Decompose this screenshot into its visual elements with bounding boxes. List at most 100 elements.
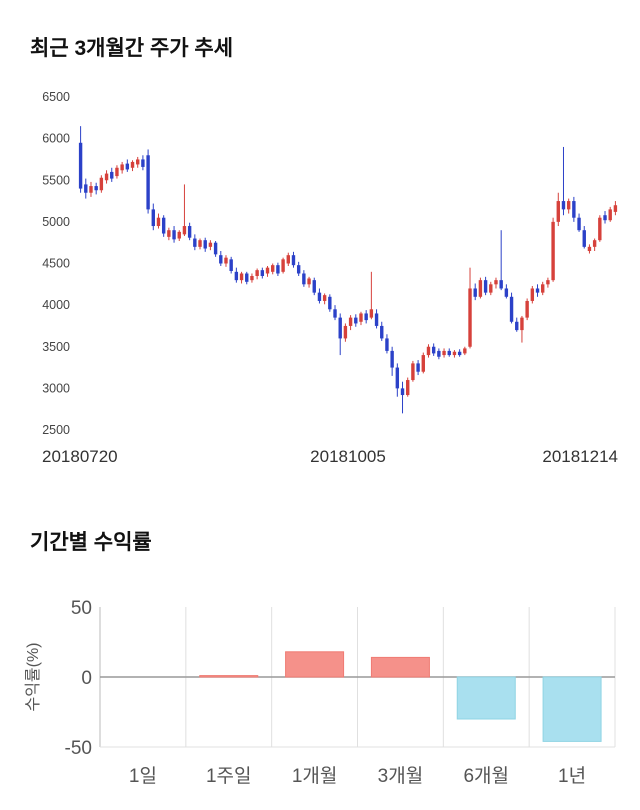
candle-body [442, 350, 446, 356]
candle-body [348, 317, 353, 326]
x-axis-tick-label: 20181214 [542, 447, 618, 466]
x-axis-category-label: 1일 [129, 765, 157, 787]
returns-chart-title: 기간별 수익률 [30, 531, 152, 554]
candle-body [333, 309, 337, 318]
bars [199, 651, 602, 742]
candle-body [156, 217, 161, 227]
candle-body [322, 295, 327, 301]
y-axis-tick-label: 50 [71, 598, 92, 619]
candle-body [395, 367, 400, 389]
candle-body [426, 346, 431, 356]
candle-body [307, 278, 311, 285]
candles [78, 126, 618, 414]
candle-body [255, 270, 259, 276]
candle-body [515, 321, 519, 331]
x-axis-category-label: 6개월 [463, 765, 509, 787]
y-axis-title: 수익률(%) [24, 642, 42, 711]
y-axis-tick-label: 3500 [42, 340, 70, 354]
candle-body [328, 296, 332, 310]
candle-body [566, 201, 571, 210]
y-axis-tick-label: 0 [81, 668, 92, 689]
candle-body [509, 296, 514, 322]
candle-body [271, 265, 275, 272]
candle-body [359, 313, 363, 322]
return-bar [199, 675, 259, 678]
candle-body [187, 226, 192, 238]
candle-body [219, 255, 223, 264]
candle-body [561, 201, 566, 210]
candle-body [198, 240, 202, 247]
candle-body [167, 230, 171, 237]
candle-body [239, 273, 244, 281]
candle-body [343, 325, 348, 339]
candle-body [146, 155, 150, 210]
x-axis-tick-label: 20180720 [42, 447, 118, 466]
y-axis-tick-label: 6000 [42, 132, 70, 146]
candle-body [478, 280, 483, 297]
candle-body [400, 388, 405, 396]
candle-body [302, 273, 306, 285]
candle-body [551, 221, 555, 281]
x-axis-category-label: 1개월 [292, 765, 338, 787]
candle-body [224, 257, 228, 264]
candle-body [374, 313, 379, 326]
candle-body [406, 380, 410, 396]
x-axis-category-label: 1주일 [206, 765, 252, 787]
candle-body [250, 275, 254, 281]
candle-body [613, 205, 618, 212]
price-candlestick-chart: 2500 3000 3500 4000 4500 5000 5500 6000 6500 2018… [42, 90, 618, 466]
candle-body [499, 280, 503, 289]
return-bar [542, 676, 602, 742]
candle-body [421, 355, 425, 372]
candle-body [582, 230, 586, 247]
y-axis-tick-label: 5500 [42, 173, 70, 187]
candle-body [572, 201, 576, 218]
y-axis-tick-label: 4000 [42, 298, 70, 312]
candle-body [473, 288, 477, 297]
returns-bar-chart: 50 0 -50 수익률(%) 1일 1주일 1개월 3개월 6개월 1년 [24, 598, 616, 787]
candle-body [457, 351, 462, 356]
candle-body [380, 325, 384, 339]
candle-body [468, 288, 472, 347]
candle-body [416, 363, 420, 372]
candle-body [437, 350, 441, 357]
candle-body [312, 280, 316, 293]
candle-body [556, 201, 560, 222]
candle-body [489, 284, 493, 293]
candle-body [104, 173, 109, 181]
return-bar [370, 656, 430, 678]
candle-body [110, 171, 114, 179]
candle-body [84, 184, 88, 193]
candle-body [94, 186, 98, 191]
candle-body [213, 242, 218, 255]
x-axis-category-label: 1년 [558, 765, 586, 787]
y-axis-tick-label: -50 [65, 738, 92, 759]
candle-body [141, 159, 145, 167]
candle-body [598, 217, 602, 241]
candle-body [447, 350, 451, 356]
candle-body [317, 292, 322, 301]
candle-body [136, 159, 140, 165]
candle-body [125, 163, 130, 170]
candle-body [463, 348, 467, 354]
price-chart-title: 최근 3개월간 주가 추세 [30, 37, 234, 60]
candle-body [260, 270, 265, 276]
y-axis-tick-label: 2500 [42, 423, 70, 437]
return-bar [285, 651, 345, 678]
candle-body [504, 288, 509, 297]
candle-body [592, 240, 597, 247]
candle-body [354, 317, 358, 324]
return-bar [456, 676, 516, 720]
candle-body [182, 226, 187, 235]
candle-body [245, 273, 249, 282]
candle-body [89, 186, 93, 193]
candle-body [452, 351, 457, 356]
candle-body [535, 288, 540, 293]
x-axis-category-label: 3개월 [378, 765, 424, 787]
candle-body [608, 209, 612, 221]
candle-body [281, 259, 285, 272]
candle-body [276, 265, 280, 274]
candle-body [603, 215, 607, 221]
candle-body [234, 271, 239, 281]
